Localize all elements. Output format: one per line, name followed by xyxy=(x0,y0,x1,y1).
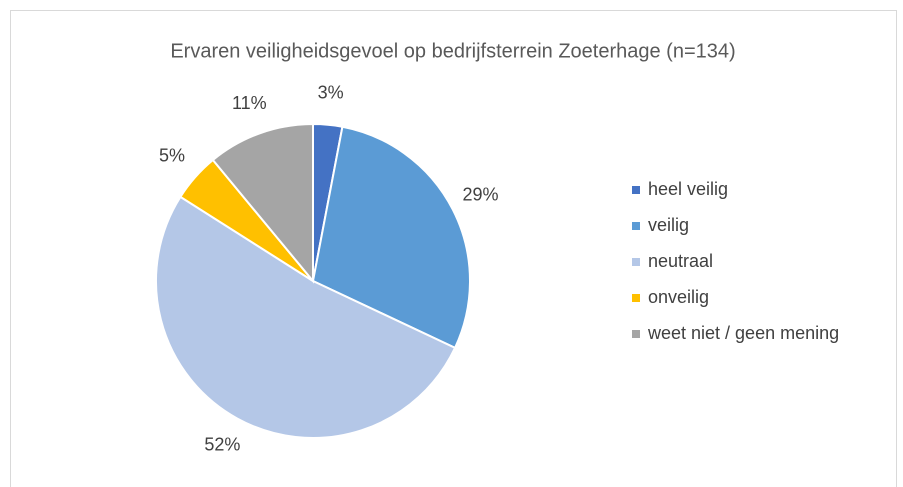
legend-swatch xyxy=(632,258,640,266)
data-label: 11% xyxy=(232,93,267,113)
legend-swatch xyxy=(632,222,640,230)
chart-title: Ervaren veiligheidsgevoel op bedrijfster… xyxy=(170,40,735,62)
legend-label: weet niet / geen mening xyxy=(647,323,839,343)
legend-swatch xyxy=(632,330,640,338)
pie-slice xyxy=(311,125,471,350)
data-label: 52% xyxy=(204,434,240,454)
legend-label: onveilig xyxy=(648,287,709,307)
legend-label: veilig xyxy=(648,215,689,235)
legend-swatch xyxy=(632,294,640,302)
pie-slice xyxy=(155,195,457,439)
data-label: 3% xyxy=(318,83,344,103)
data-label: 5% xyxy=(159,145,185,165)
legend-swatch xyxy=(632,186,640,194)
legend-label: heel veilig xyxy=(648,179,728,199)
pie-slice xyxy=(211,122,314,284)
legend-label: neutraal xyxy=(648,251,713,271)
data-label: 29% xyxy=(462,184,498,204)
